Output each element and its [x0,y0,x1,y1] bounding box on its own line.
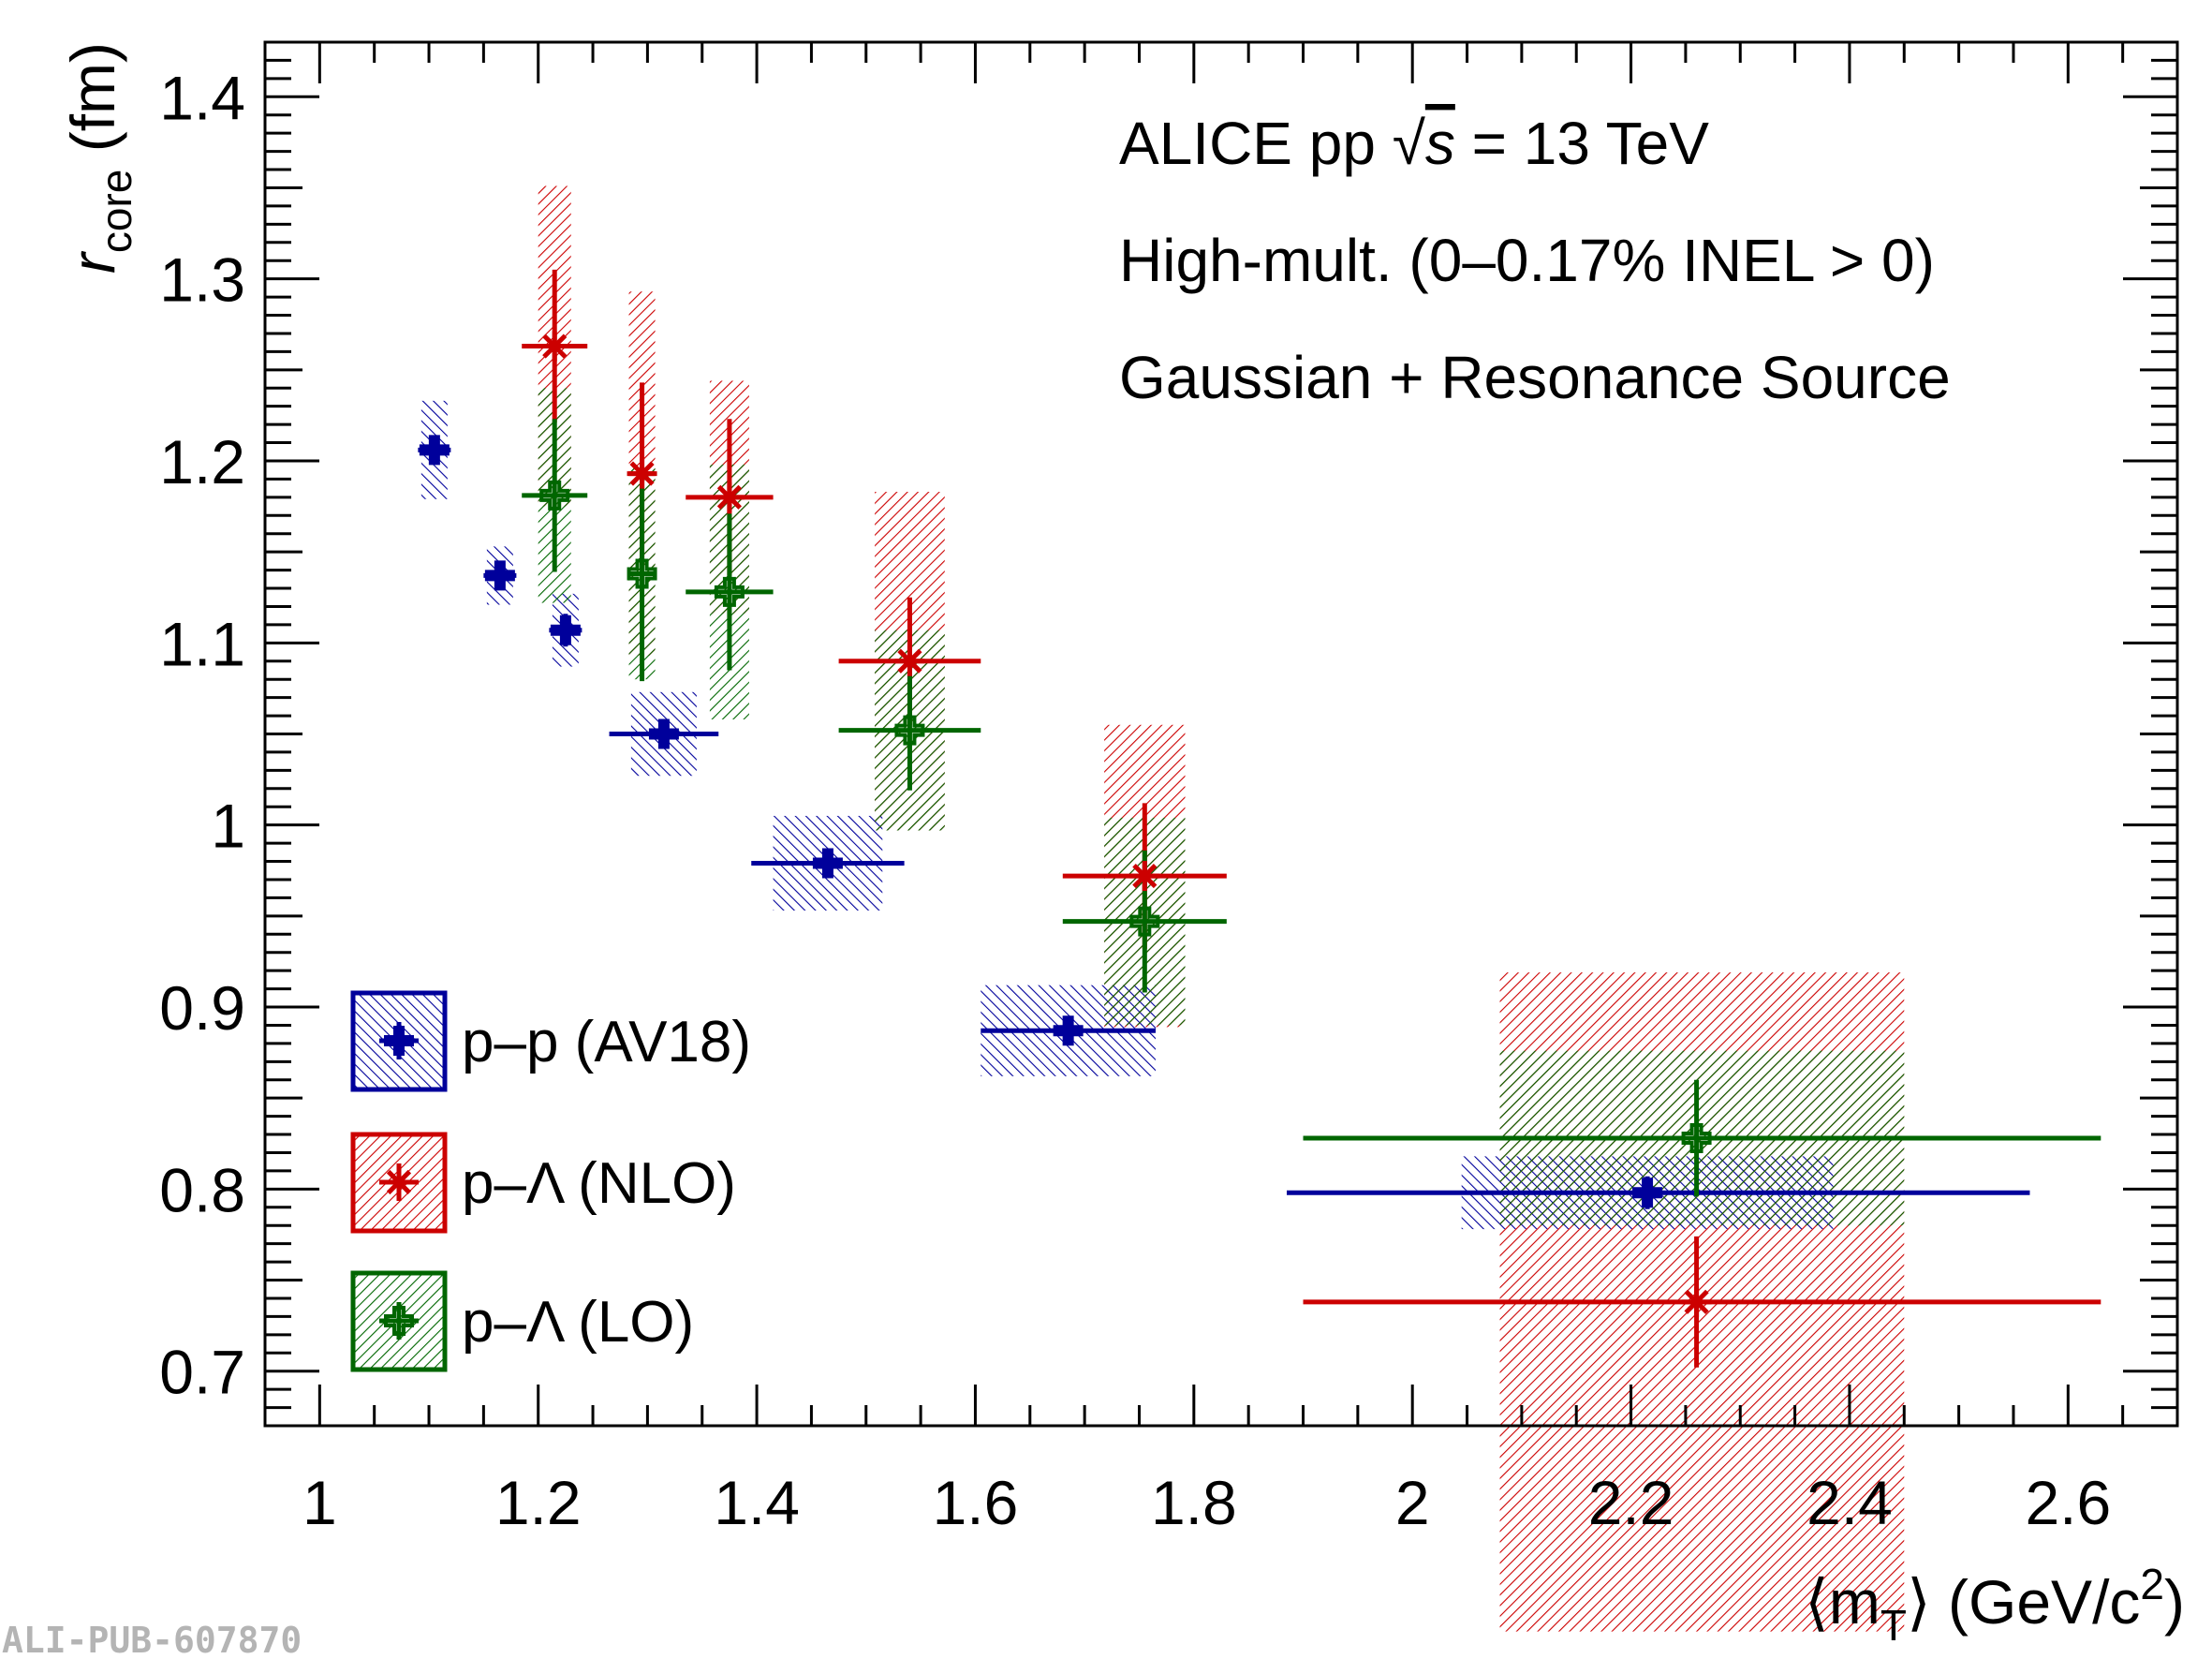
series-0-point-3-marker [648,718,679,749]
x-tick-label-3: 1.6 [933,1468,1019,1537]
series-0-point-4-marker-shape [812,848,843,879]
y-tick-label-0: 0.7 [159,1338,245,1407]
legend-swatch-2 [350,1270,448,1372]
series-0-point-1-marker [484,560,515,591]
y-tick-label-6: 1.3 [159,245,245,315]
x-tick-label-7: 2.4 [1806,1468,1893,1537]
legend-entry-0: p–p (AV18) [350,990,751,1092]
legend-label-0: p–p (AV18) [462,1010,751,1074]
series-1-point-1-marker [627,458,657,489]
legend-marker-1-arm-3 [386,1169,412,1195]
watermark: ALI-PUB-607870 [2,1620,302,1659]
legend-marker-2 [384,1306,414,1336]
series-2-point-1-marker [627,558,657,589]
legend-marker-0 [384,1026,414,1056]
x-tick-label-0: 1 [302,1468,337,1537]
legend: p–p (AV18) p–Λ (NLO) p–Λ (LO) [350,990,751,1372]
series-2-point-5-marker-shape [1681,1122,1712,1153]
y-tick-label-5: 1.2 [159,427,245,496]
series-2-point-4-marker [1129,906,1160,937]
sqrt-symbol: √ [1393,110,1426,177]
legend-marker-0-shape [384,1026,414,1056]
x-tick-label-2: 1.4 [714,1468,800,1537]
series-1-point-3-marker-arm-3 [897,648,922,674]
series-0-point-0-marker [419,435,450,466]
marker-layer [419,331,1712,1317]
series-0-point-0-marker-shape [419,435,450,466]
legend-marker-2-shape [384,1306,414,1336]
series-2-point-1-marker-shape [627,558,657,589]
x-tick-label-1: 1.2 [495,1468,582,1537]
y-tick-label-4: 1.1 [159,609,245,678]
series-1-point-2-marker-arm-3 [716,484,742,510]
annotation-source-model: Gaussian + Resonance Source [1119,344,1951,411]
series-1-point-0-marker [539,331,570,362]
series-2-point-5-marker [1681,1122,1712,1153]
legend-entry-2: p–Λ (LO) [350,1270,694,1372]
series-0-point-6-marker-shape [1632,1178,1663,1208]
x-tick-label-5: 2 [1395,1468,1430,1537]
annotation-experiment: ALICE pp √s = 13 TeV [1119,110,1709,177]
series-1-point-4-marker-arm-3 [1132,864,1158,889]
x-tick-label-4: 1.8 [1151,1468,1237,1537]
series-2-point-0-marker [539,480,570,511]
series-2-point-4-marker-shape [1129,906,1160,937]
x-tick-label-6: 2.2 [1588,1468,1674,1537]
annotation-multiplicity: High-mult. (0–0.17% INEL > 0) [1119,227,1935,294]
series-0-point-2-marker-shape [550,615,581,645]
series-0-point-5-marker [1053,1015,1084,1046]
series-2-point-0-marker-shape [539,480,570,511]
x-axis-title: ⟨mT⟩ (GeV/c2) [1805,1560,2185,1650]
x-tick-label-8: 2.6 [2025,1468,2111,1537]
legend-swatch-1 [350,1132,448,1234]
series-2-point-3-marker [894,715,925,746]
y-axis-title: rcore (fm) [58,42,140,274]
series-2-point-3-marker-shape [894,715,925,746]
series-0-point-1-marker-shape [484,560,515,591]
legend-label-1: p–Λ (NLO) [462,1151,736,1216]
series-0-point-6-marker [1632,1178,1663,1208]
series-0-point-3-marker-shape [648,718,679,749]
axis-ticks [265,42,2177,1426]
y-tick-label-3: 1 [211,792,245,861]
legend-marker-1 [384,1167,414,1197]
axis-tick-labels: 1 1.2 1.4 1.6 1.8 2 2.2 2.4 2.6 0.7 0.8 0.9 1 1.1 1.2 1… [159,63,2111,1537]
series-1-point-5-marker [1681,1286,1712,1317]
legend-entry-1: p–Λ (NLO) [350,1132,736,1234]
series-1-point-2-marker [714,481,745,512]
series-1-point-5-marker-arm-3 [1684,1289,1709,1314]
legend-label-2: p–Λ (LO) [462,1290,694,1355]
series-1-point-4-marker [1129,861,1160,892]
y-tick-label-2: 0.9 [159,973,245,1043]
y-tick-label-7: 1.4 [159,63,245,132]
series-1-point-3-marker [894,645,925,676]
series-0-point-5-marker-shape [1053,1015,1084,1046]
series-0-point-2-marker [550,615,581,645]
series-0-point-4-marker [812,848,843,879]
series-2-point-2-marker [714,576,745,607]
series-1-point-0-marker-arm-3 [542,333,568,359]
series-1-point-1-marker-arm-3 [629,461,655,486]
series-2-point-2-marker-shape [714,576,745,607]
y-tick-label-1: 0.8 [159,1155,245,1224]
